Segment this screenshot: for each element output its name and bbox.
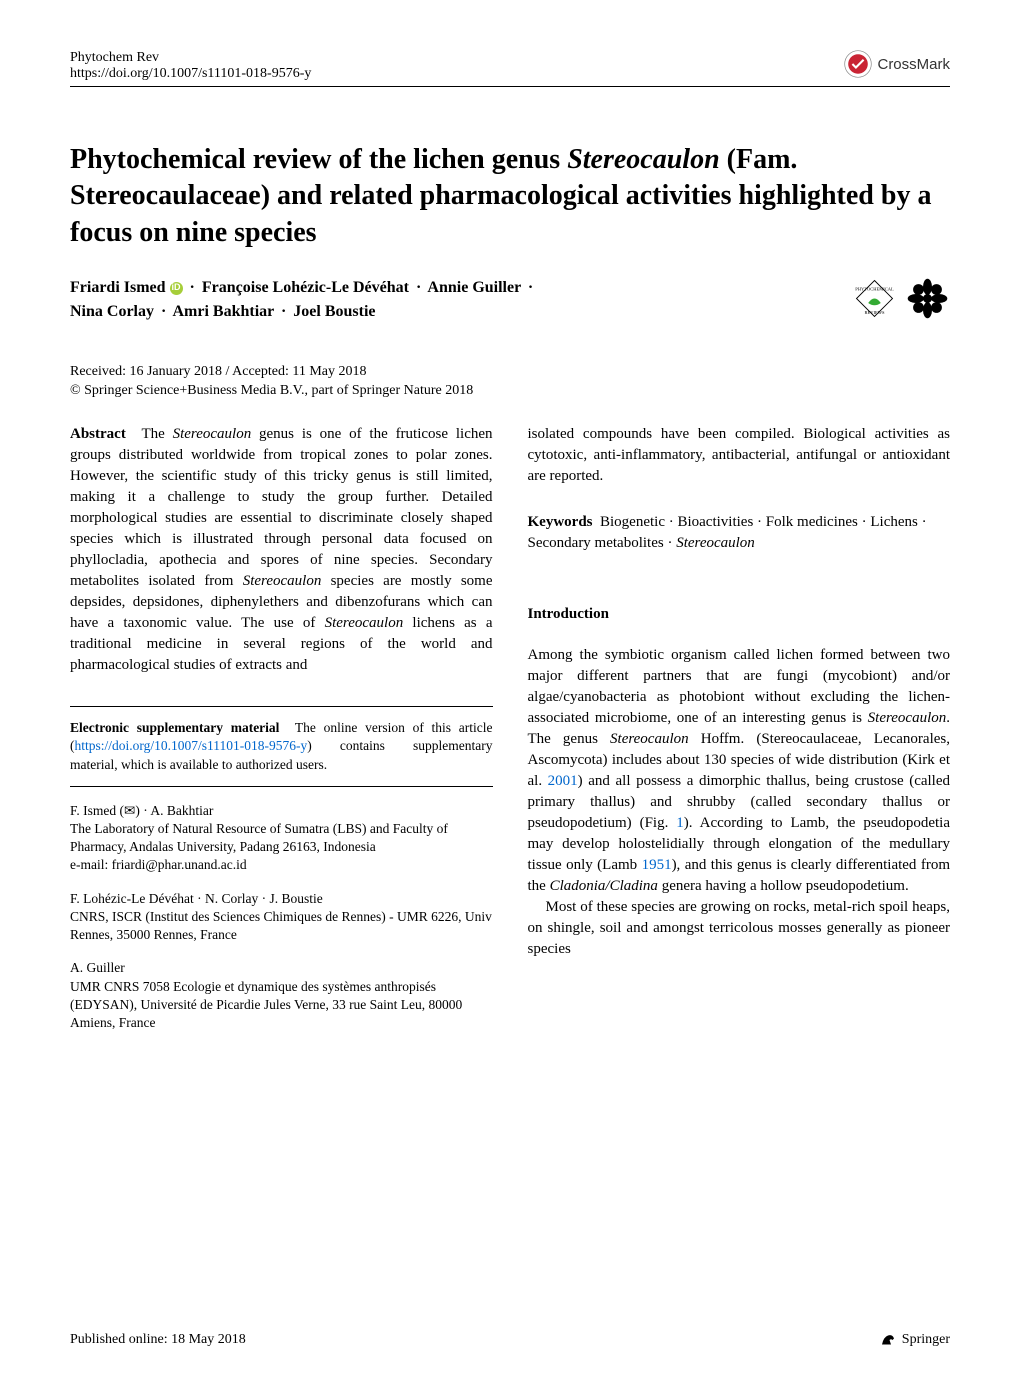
fig-ref-1[interactable]: 1 <box>676 815 684 831</box>
intro-genus3: Cladonia/Cladina <box>550 878 658 894</box>
affiliation-block-3: A. Guiller UMR CNRS 7058 Ecologie et dyn… <box>70 959 493 1032</box>
authors-list: Friardi Ismed · Françoise Lohézic-Le Dév… <box>70 276 536 324</box>
affil1-authors: F. Ismed (✉) · A. Bakhtiar <box>70 802 493 820</box>
keywords-genus: Stereocaulon <box>676 535 755 551</box>
affiliation-block-1: F. Ismed (✉) · A. Bakhtiar The Laborator… <box>70 802 493 875</box>
received-accepted: Received: 16 January 2018 / Accepted: 11… <box>70 364 950 380</box>
author-3: Annie Guiller <box>427 279 521 296</box>
crossmark-badge[interactable]: CrossMark <box>844 50 950 78</box>
svg-text:PHYTOCHEMICAL: PHYTOCHEMICAL <box>855 287 894 292</box>
crossmark-icon <box>844 50 872 78</box>
intro-p1g: genera having a hollow pseudopodetium. <box>658 878 909 894</box>
supp-divider-bottom <box>70 786 493 787</box>
affil2-authors: F. Lohézic-Le Dévéhat · N. Corlay · J. B… <box>70 890 493 908</box>
ref-year-2001[interactable]: 2001 <box>548 773 578 789</box>
header-divider <box>70 86 950 87</box>
affil3-authors: A. Guiller <box>70 959 493 977</box>
author-1: Friardi Ismed <box>70 279 166 296</box>
supp-divider-top <box>70 706 493 707</box>
doi-text: https://doi.org/10.1007/s11101-018-9576-… <box>70 66 311 82</box>
journal-logo-flower-icon <box>905 276 950 321</box>
orcid-icon[interactable] <box>170 282 183 295</box>
springer-logo: Springer <box>879 1331 950 1349</box>
abstract-genus1: Stereocaulon <box>173 426 252 442</box>
abstract-text-b: genus is one of the fruticose lichen gro… <box>70 426 493 589</box>
abstract-text-a: The <box>141 426 172 442</box>
affil1-address: The Laboratory of Natural Resource of Su… <box>70 821 448 854</box>
author-sep: · <box>528 279 533 296</box>
two-column-body: Abstract The Stereocaulon genus is one o… <box>70 424 950 1047</box>
affiliation-block-2: F. Lohézic-Le Dévéhat · N. Corlay · J. B… <box>70 890 493 945</box>
article-title: Phytochemical review of the lichen genus… <box>70 142 950 251</box>
intro-genus2: Stereocaulon <box>610 731 689 747</box>
author-5: Amri Bakhtiar <box>172 303 273 320</box>
introduction-heading: Introduction <box>528 604 951 625</box>
left-column: Abstract The Stereocaulon genus is one o… <box>70 424 493 1047</box>
journal-logo-leaf-icon: PHYTOCHEMICAL REVIEWS <box>852 276 897 321</box>
affil3-address: UMR CNRS 7058 Ecologie et dynamique des … <box>70 979 462 1030</box>
author-sep: · <box>161 303 166 320</box>
right-column: isolated compounds have been compiled. B… <box>528 424 951 1047</box>
journal-logo: PHYTOCHEMICAL REVIEWS <box>852 276 950 321</box>
supp-title: Electronic supplementary material <box>70 720 279 735</box>
journal-info: Phytochem Rev https://doi.org/10.1007/s1… <box>70 50 311 82</box>
author-6: Joel Boustie <box>293 303 375 320</box>
supplementary-material: Electronic supplementary material The on… <box>70 719 493 774</box>
affil2-address: CNRS, ISCR (Institut des Sciences Chimiq… <box>70 909 492 942</box>
intro-para-2: Most of these species are growing on roc… <box>528 897 951 960</box>
abstract-para: Abstract The Stereocaulon genus is one o… <box>70 424 493 676</box>
abstract-heading: Abstract <box>70 426 126 442</box>
author-4: Nina Corlay <box>70 303 154 320</box>
abstract-continuation: isolated compounds have been compiled. B… <box>528 424 951 487</box>
keywords-para: Keywords Biogenetic · Bioactivities · Fo… <box>528 512 951 554</box>
supp-doi-link[interactable]: https://doi.org/10.1007/s11101-018-9576-… <box>75 738 308 753</box>
published-date: Published online: 18 May 2018 <box>70 1332 246 1348</box>
abstract-genus2: Stereocaulon <box>243 573 322 589</box>
author-sep: · <box>281 303 286 320</box>
author-sep: · <box>190 279 195 296</box>
journal-name: Phytochem Rev <box>70 50 311 66</box>
crossmark-label: CrossMark <box>877 56 950 73</box>
page-header: Phytochem Rev https://doi.org/10.1007/s1… <box>70 50 950 82</box>
copyright: © Springer Science+Business Media B.V., … <box>70 383 950 399</box>
authors-row: Friardi Ismed · Françoise Lohézic-Le Dév… <box>70 276 950 324</box>
affil1-email: e-mail: friardi@phar.unand.ac.id <box>70 857 247 872</box>
title-genus: Stereocaulon <box>567 144 719 175</box>
intro-genus1: Stereocaulon <box>868 710 947 726</box>
title-part1: Phytochemical review of the lichen genus <box>70 144 567 175</box>
ref-year-1951[interactable]: 1951 <box>642 857 672 873</box>
svg-text:REVIEWS: REVIEWS <box>865 310 885 315</box>
author-sep: · <box>416 279 421 296</box>
page-footer: Published online: 18 May 2018 Springer <box>70 1331 950 1349</box>
author-2: Françoise Lohézic-Le Dévéhat <box>202 279 409 296</box>
keywords-label: Keywords <box>528 514 593 530</box>
springer-text: Springer <box>902 1332 950 1348</box>
springer-horse-icon <box>879 1331 897 1349</box>
abstract-genus3: Stereocaulon <box>325 615 404 631</box>
intro-para-1: Among the symbiotic organism called lich… <box>528 645 951 897</box>
